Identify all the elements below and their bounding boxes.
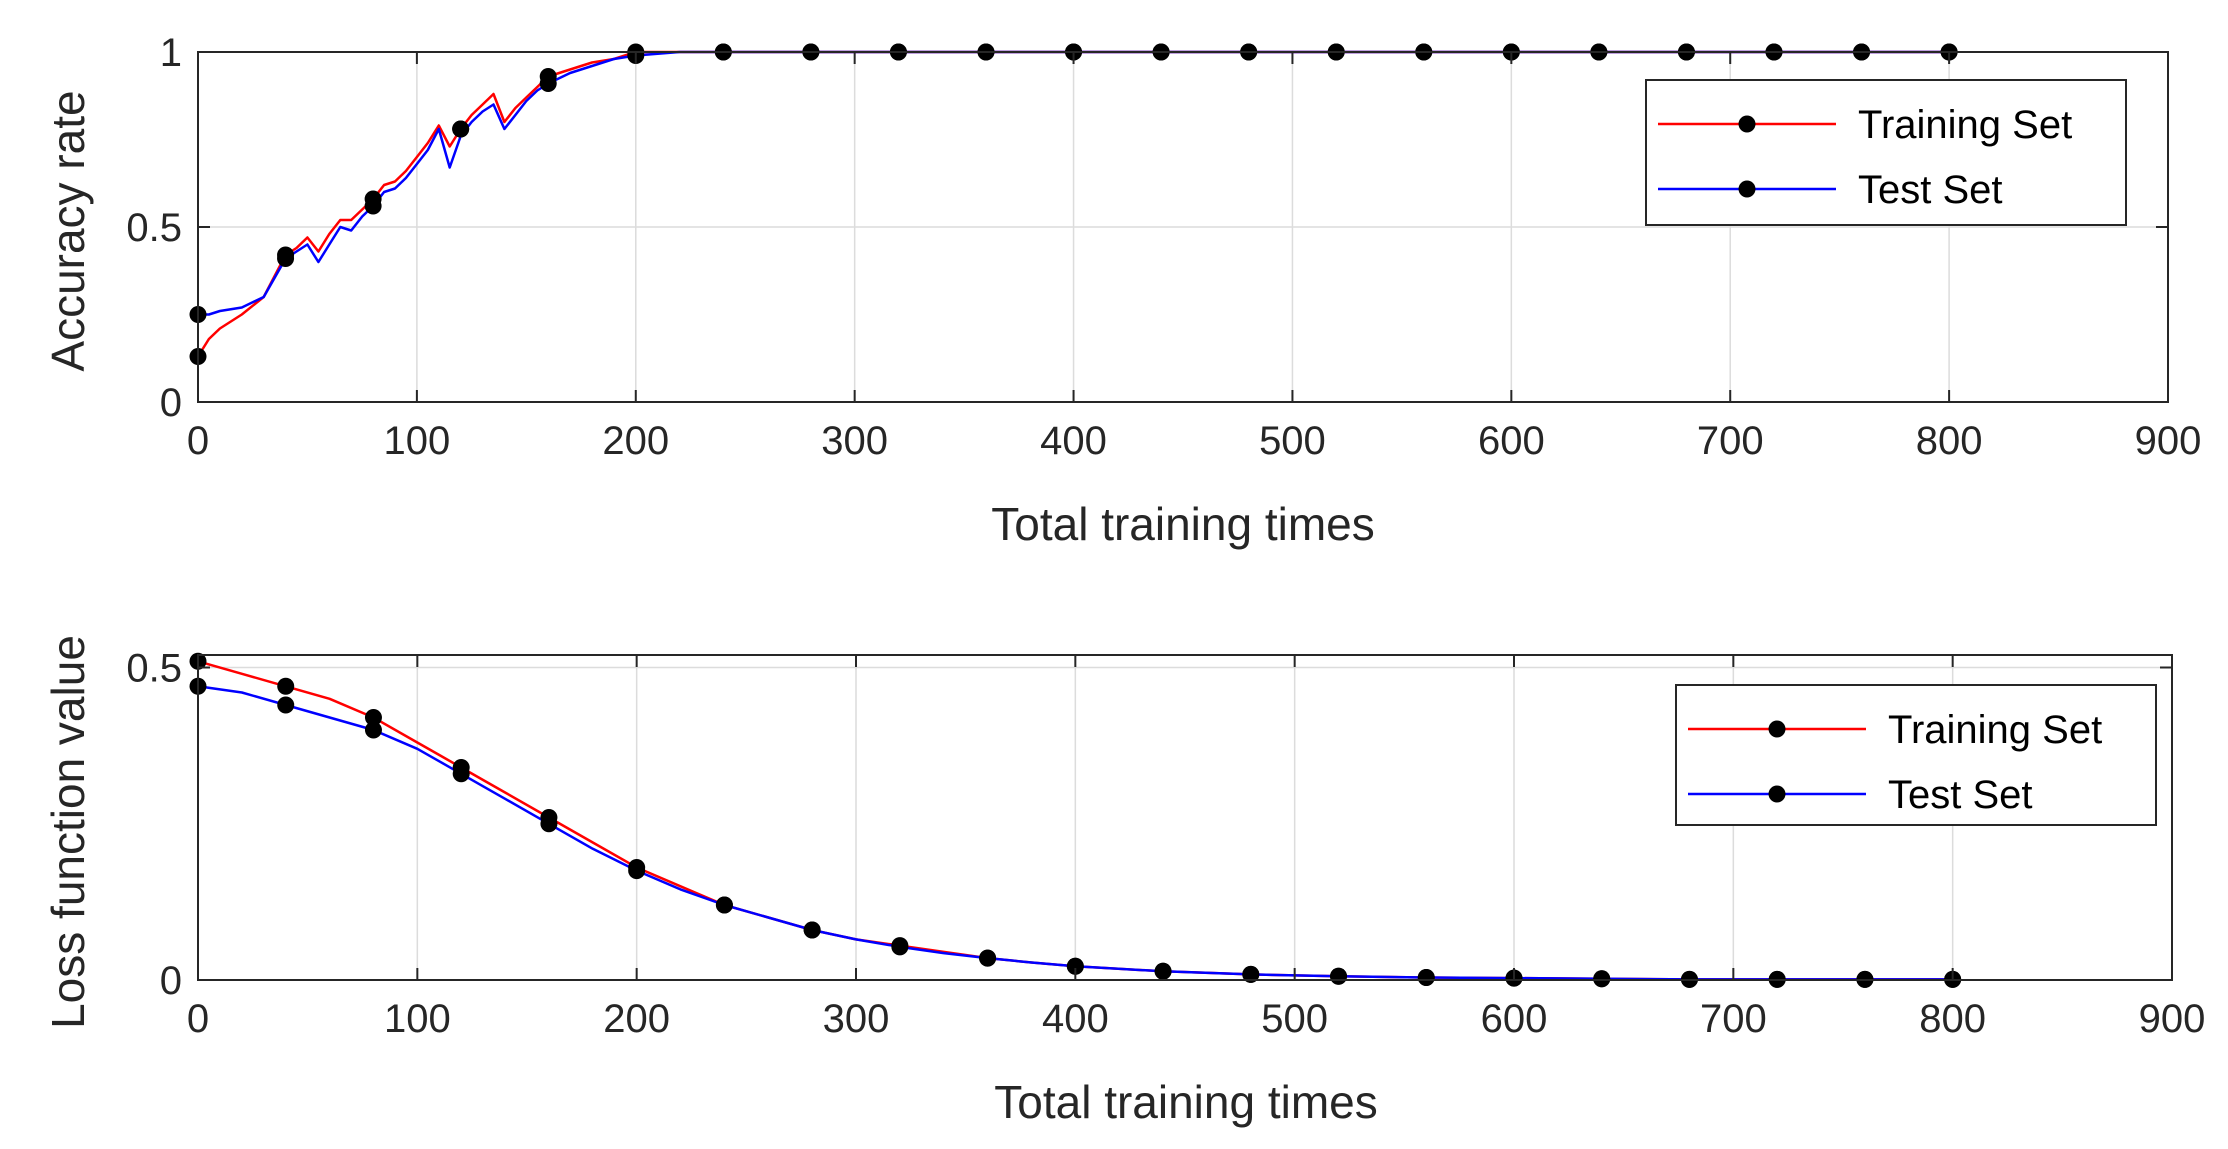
accuracy-y-tick-label: 0 — [160, 381, 182, 425]
loss-chart: 0 100 200 300 400 500 600 700 800 900 0 0.5 Trainin… — [42, 635, 2205, 1128]
accuracy-legend-test-set-label: Test Set — [1858, 168, 2003, 212]
loss-test-set-marker — [1242, 965, 1260, 983]
loss-legend-box — [1675, 684, 2157, 826]
loss-x-tick-label: 400 — [1042, 997, 1109, 1041]
loss-axes-box — [197, 654, 2173, 981]
loss-x-tick-label: 600 — [1481, 997, 1548, 1041]
loss-test-set-marker — [1593, 970, 1611, 988]
loss-test-set-marker — [1066, 957, 1084, 975]
loss-test-set-marker — [540, 815, 558, 833]
accuracy-x-tick-label: 100 — [384, 419, 451, 463]
accuracy-y-axis-title: Accuracy rate — [42, 90, 94, 371]
accuracy-legend-box — [1645, 79, 2127, 226]
accuracy-x-tick-label: 300 — [821, 419, 888, 463]
loss-x-tick-label: 700 — [1700, 997, 1767, 1041]
accuracy-legend-training-set-marker — [1738, 115, 1756, 133]
loss-y-axis-title: Loss function value — [42, 635, 94, 1029]
loss-test-set-marker — [1330, 967, 1348, 985]
loss-test-set-marker — [452, 765, 470, 783]
loss-x-tick-label: 900 — [2139, 997, 2206, 1041]
accuracy-x-tick-label: 600 — [1478, 419, 1545, 463]
loss-x-axis-title: Total training times — [994, 1076, 1378, 1128]
accuracy-test-set-marker — [364, 197, 382, 215]
accuracy-legend-test-set-marker — [1738, 180, 1756, 198]
loss-x-tick-label: 0 — [187, 997, 209, 1041]
loss-test-set-marker — [891, 938, 909, 956]
loss-legend-test-set-label: Test Set — [1888, 773, 2033, 817]
accuracy-test-set-marker — [539, 75, 557, 92]
accuracy-test-set-marker — [452, 120, 470, 138]
loss-x-tick-label: 200 — [603, 997, 670, 1041]
loss-training-set-marker — [277, 677, 295, 695]
loss-test-set-marker — [277, 696, 295, 714]
loss-test-set-marker — [1417, 969, 1435, 986]
loss-y-tick-label: 0.5 — [126, 647, 182, 691]
accuracy-legend: Training Set Test Set — [1645, 79, 2127, 226]
accuracy-chart: 0 100 200 300 400 500 600 700 800 900 0 0.5 1 Traini… — [42, 31, 2201, 550]
accuracy-x-tick-label: 700 — [1697, 419, 1764, 463]
accuracy-x-tick-label: 900 — [2135, 419, 2202, 463]
accuracy-x-tick-label: 400 — [1040, 419, 1107, 463]
loss-x-tick-label: 300 — [823, 997, 890, 1041]
loss-x-tick-label: 100 — [384, 997, 451, 1041]
loss-y-tick-label: 0 — [160, 959, 182, 1003]
loss-x-tick-label: 500 — [1261, 997, 1328, 1041]
accuracy-x-tick-label: 800 — [1916, 419, 1983, 463]
accuracy-x-tick-label: 500 — [1259, 419, 1326, 463]
loss-axes: 0 100 200 300 400 500 600 700 800 900 0 0.5 — [126, 647, 2205, 1042]
loss-test-set-marker — [803, 921, 821, 939]
loss-training-set-marker — [364, 709, 382, 726]
accuracy-y-tick-label: 1 — [160, 31, 182, 75]
loss-test-set-marker — [628, 862, 646, 880]
loss-legend: Training Set Test Set — [1675, 684, 2157, 826]
accuracy-x-tick-label: 0 — [187, 419, 209, 463]
loss-legend-training-set-marker — [1768, 720, 1786, 738]
accuracy-test-set-marker — [277, 250, 295, 267]
loss-test-set-marker — [715, 896, 733, 914]
accuracy-axes: 0 100 200 300 400 500 600 700 800 900 0 0.5 1 — [126, 31, 2201, 463]
accuracy-x-tick-label: 200 — [602, 419, 669, 463]
loss-test-set-marker — [979, 949, 997, 967]
accuracy-x-axis-title: Total training times — [991, 498, 1375, 550]
loss-x-tick-label: 800 — [1919, 997, 1986, 1041]
accuracy-legend-training-set-label: Training Set — [1858, 103, 2072, 147]
loss-test-set-marker — [1154, 962, 1172, 980]
loss-legend-training-set-label: Training Set — [1888, 708, 2102, 752]
loss-legend-test-set-marker — [1768, 785, 1786, 803]
accuracy-y-tick-label: 0.5 — [126, 206, 182, 250]
loss-test-set-marker — [364, 721, 382, 739]
